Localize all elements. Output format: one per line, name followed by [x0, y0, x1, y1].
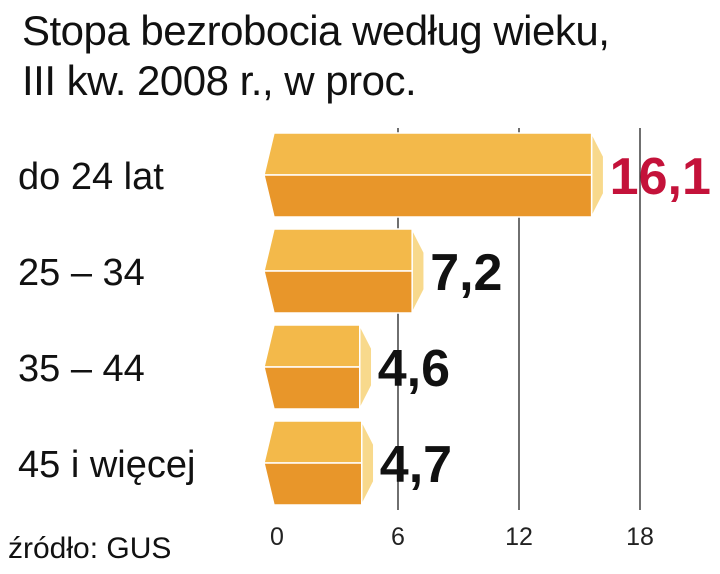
bar-end-cap [359, 324, 373, 410]
x-tick-label-12: 12 [505, 523, 533, 551]
bar-bottom-face [263, 174, 593, 218]
source-note: źródło: GUS [8, 532, 172, 565]
chart-title: Stopa bezrobocia według wieku, III kw. 2… [22, 6, 610, 106]
x-tick-label-18: 18 [626, 523, 654, 551]
bar-top-face [263, 132, 593, 176]
bar-end-cap [411, 228, 425, 314]
bar-3 [263, 324, 373, 410]
title-line-2: III kw. 2008 r., w proc. [22, 57, 417, 104]
bar-bottom-face [263, 462, 363, 506]
bar-bottom-face [263, 366, 361, 410]
category-label-2: 25 – 34 [18, 252, 145, 294]
bar-end-cap [361, 420, 375, 506]
x-tick-label-0: 0 [270, 523, 284, 551]
value-label-3: 4,6 [378, 340, 450, 398]
category-label-3: 35 – 44 [18, 348, 145, 390]
bar-2 [263, 228, 425, 314]
bar-4 [263, 420, 375, 506]
category-label-1: do 24 lat [18, 156, 164, 198]
title-line-1: Stopa bezrobocia według wieku, [22, 7, 610, 54]
bar-bottom-face [263, 270, 413, 314]
bar-top-face [263, 324, 361, 368]
value-label-2: 7,2 [430, 244, 502, 302]
value-label-4: 4,7 [380, 436, 452, 494]
bar-1 [263, 132, 605, 218]
value-label-1: 16,1 [610, 148, 711, 206]
x-tick-label-6: 6 [391, 523, 405, 551]
bar-end-cap [590, 132, 605, 218]
category-label-4: 45 i więcej [18, 444, 195, 486]
bar-top-face [263, 228, 413, 272]
bar-top-face [263, 420, 363, 464]
